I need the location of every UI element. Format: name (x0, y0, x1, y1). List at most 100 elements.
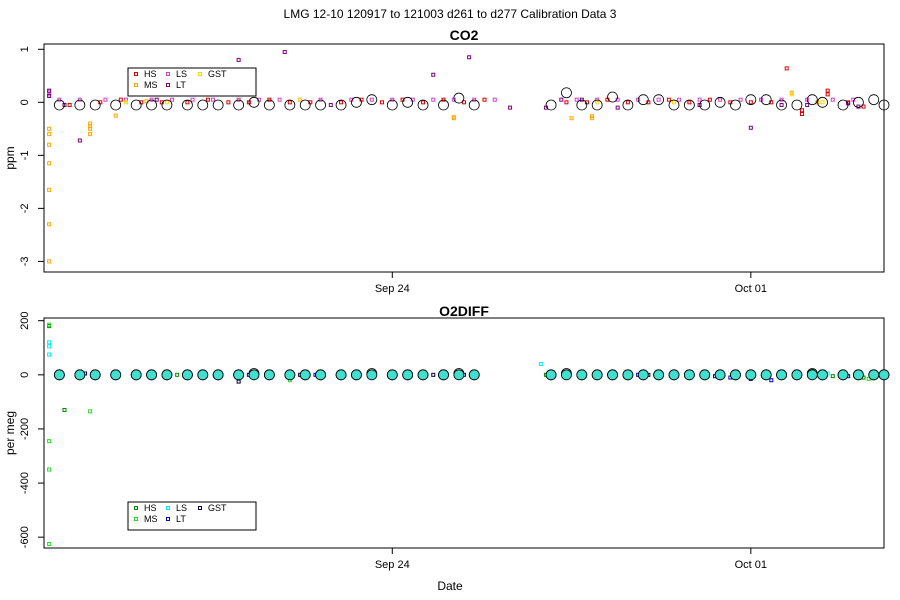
data-point (146, 369, 157, 381)
data-point (47, 132, 52, 137)
data-point (130, 99, 142, 111)
legend-label: LT (176, 514, 186, 524)
data-point (197, 369, 209, 381)
data-point (77, 97, 82, 102)
data-point (47, 222, 52, 227)
data-point (299, 99, 311, 111)
data-point (800, 111, 805, 116)
data-point (576, 99, 588, 111)
data-point (284, 369, 296, 381)
data-point (103, 97, 108, 102)
data-point (730, 99, 741, 111)
data-point (615, 105, 620, 110)
data-point (545, 99, 557, 111)
data-point (417, 99, 429, 111)
data-point (462, 100, 466, 105)
data-point (438, 99, 449, 111)
data-point (806, 369, 818, 381)
data-point (88, 132, 93, 137)
co2-title: CO2 (450, 27, 479, 43)
o2diff-panel: O2DIFF per meg 200 0 -200 -400 -600 Sep 24 Oct… (3, 303, 890, 571)
data-point (89, 369, 101, 381)
data-point (212, 99, 224, 111)
data-point (351, 96, 362, 108)
data-point (47, 142, 52, 147)
data-point (130, 369, 142, 381)
data-point (47, 126, 52, 131)
data-point (825, 88, 830, 93)
data-point (88, 126, 93, 131)
data-point (714, 96, 726, 108)
legend-label: HS (144, 503, 157, 513)
data-point (431, 97, 436, 102)
data-point (837, 99, 849, 111)
legend-label: GST (208, 503, 227, 513)
data-point (175, 372, 180, 377)
legend-swatch (134, 517, 138, 521)
legend-box (127, 501, 257, 531)
data-point (421, 100, 426, 105)
data-point (830, 374, 835, 379)
x-tick-label: Oct 01 (735, 283, 767, 295)
data-point (714, 369, 726, 381)
data-point (77, 138, 82, 143)
data-point (817, 369, 828, 381)
data-point (315, 369, 326, 381)
page-title: LMG 12-10 120917 to 121003 d261 to d277 … (284, 7, 617, 21)
data-point (622, 99, 634, 111)
data-point (212, 369, 224, 381)
data-point (62, 408, 67, 412)
y-tick-label: 200 (19, 312, 31, 330)
data-point (856, 104, 861, 109)
data-point (595, 100, 600, 105)
legend-swatch (166, 506, 170, 510)
data-point (453, 369, 465, 381)
data-point (776, 99, 787, 111)
data-point (760, 94, 772, 106)
data-point (745, 369, 757, 381)
legend-swatch (198, 506, 202, 510)
data-point (748, 100, 753, 105)
data-point (431, 372, 436, 377)
data-point (677, 97, 682, 102)
data-point (57, 97, 62, 102)
data-point (607, 369, 618, 381)
data-point (67, 102, 72, 107)
data-point (164, 100, 169, 105)
data-point (861, 104, 866, 109)
legend-swatch (134, 83, 138, 87)
data-point (402, 96, 414, 108)
legend-swatch (198, 72, 202, 76)
data-point (53, 369, 65, 381)
data-point (468, 99, 480, 111)
data-point (590, 116, 595, 121)
data-point (267, 97, 272, 102)
data-point (468, 369, 480, 381)
data-point (697, 97, 702, 102)
plot-frame (43, 43, 885, 273)
legend-label: LT (176, 80, 186, 90)
data-point (653, 94, 665, 106)
y-tick-label: -2 (19, 203, 31, 213)
data-point (791, 369, 803, 381)
x-axis-label: Date (437, 579, 463, 593)
data-point (154, 97, 159, 102)
data-point (683, 99, 695, 111)
data-point (591, 99, 603, 111)
data-point (769, 378, 774, 383)
data-point (328, 102, 333, 107)
legend-label: GST (208, 69, 227, 79)
data-point (431, 72, 436, 77)
data-point (205, 97, 210, 102)
data-point (47, 541, 52, 546)
plot-frame (43, 317, 885, 549)
y-tick-label: 1 (19, 46, 31, 52)
data-point (830, 97, 835, 102)
data-point (776, 369, 787, 381)
data-point (197, 99, 209, 111)
data-point (467, 55, 472, 60)
data-point (683, 369, 695, 381)
data-point (386, 99, 398, 111)
